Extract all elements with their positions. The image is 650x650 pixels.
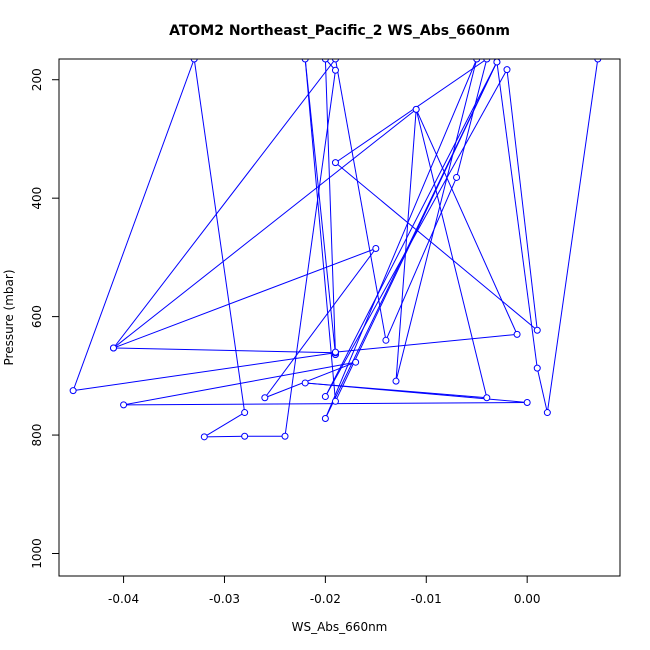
- data-point: [483, 59, 491, 63]
- series-line-segment: [335, 59, 488, 164]
- y-tick-label: 200: [30, 68, 44, 91]
- data-point: [321, 393, 329, 401]
- data-point: [523, 398, 531, 406]
- data-point: [331, 348, 339, 356]
- data-point: [281, 432, 289, 440]
- data-point: [382, 336, 390, 344]
- y-tick-label: 600: [30, 305, 44, 328]
- series-line-segment: [264, 361, 356, 399]
- x-tick-label: -0.03: [209, 592, 240, 606]
- series-line-segment: [193, 59, 246, 413]
- series-line-segment: [113, 59, 336, 349]
- series-line-segment: [334, 59, 387, 341]
- series-line-segment: [415, 109, 488, 398]
- chart-title: ATOM2 Northeast_Pacific_2 WS_Abs_660nm: [169, 23, 510, 39]
- data-point: [513, 330, 521, 338]
- series-line-segment: [395, 59, 478, 382]
- y-axis-label: Pressure (mbar): [2, 269, 16, 365]
- x-tick-label: -0.01: [411, 592, 442, 606]
- data-point: [301, 379, 309, 387]
- series-layer: [72, 59, 599, 438]
- data-point: [594, 59, 602, 63]
- series-line-segment: [204, 435, 245, 438]
- data-point: [331, 159, 339, 167]
- data-point: [301, 59, 309, 63]
- data-point: [453, 173, 461, 181]
- series-line-segment: [324, 61, 498, 397]
- data-point: [503, 66, 511, 74]
- data-point: [190, 59, 198, 63]
- series-line-segment: [304, 59, 336, 402]
- data-point: [321, 414, 329, 422]
- data-point: [392, 377, 400, 385]
- x-axis: -0.04 -0.03 -0.02 -0.01 0.00: [108, 575, 541, 606]
- series-line-segment: [204, 412, 245, 438]
- series-line-segment: [72, 59, 195, 391]
- data-point: [120, 401, 128, 409]
- series-line-segment: [335, 333, 518, 353]
- series-line-segment: [324, 59, 478, 419]
- data-point: [109, 344, 117, 352]
- series-line-segment: [456, 59, 488, 178]
- y-axis: 200 400 600 800 1000: [30, 68, 60, 569]
- data-point: [241, 432, 249, 440]
- data-point: [321, 59, 329, 63]
- data-point: [200, 433, 208, 441]
- series-line-segment: [73, 352, 336, 392]
- data-point: [69, 387, 77, 395]
- series-line-segment: [113, 248, 377, 349]
- series-line-segment: [536, 368, 548, 413]
- series-line-segment: [264, 248, 377, 399]
- data-point: [352, 358, 360, 366]
- y-tick-label: 1000: [30, 538, 44, 569]
- series-line-segment: [123, 361, 356, 406]
- data-point: [483, 394, 491, 402]
- series-line-segment: [304, 59, 336, 355]
- series-line-segment: [415, 109, 518, 335]
- x-axis-label: WS_Abs_660nm: [292, 620, 388, 634]
- series-line-segment: [335, 162, 538, 331]
- series-line-segment: [324, 61, 498, 419]
- marker-layer: [69, 59, 602, 441]
- x-tick-label: -0.02: [310, 592, 341, 606]
- series-line-segment: [385, 177, 458, 341]
- series-line-segment: [324, 69, 508, 397]
- series-line-segment: [546, 59, 599, 413]
- data-point: [543, 409, 551, 417]
- series-line-segment: [496, 61, 538, 369]
- data-point: [533, 326, 541, 334]
- x-tick-label: -0.04: [108, 592, 139, 606]
- data-point: [372, 245, 380, 253]
- data-point: [412, 105, 420, 113]
- series-line-segment: [506, 69, 538, 331]
- data-point: [331, 397, 339, 405]
- data-point: [241, 409, 249, 417]
- y-tick-label: 400: [30, 187, 44, 210]
- data-point: [331, 66, 339, 74]
- series-line-segment: [395, 109, 417, 382]
- data-point: [473, 59, 481, 63]
- data-point: [261, 394, 269, 402]
- series-line-segment: [113, 108, 417, 349]
- data-point: [331, 59, 339, 63]
- y-tick-label: 800: [30, 424, 44, 447]
- series-line-segment: [305, 382, 487, 399]
- data-point: [493, 59, 501, 66]
- series-line-segment: [284, 70, 336, 437]
- series-line-segment: [123, 401, 528, 406]
- data-point: [533, 364, 541, 372]
- x-tick-label: 0.00: [514, 592, 541, 606]
